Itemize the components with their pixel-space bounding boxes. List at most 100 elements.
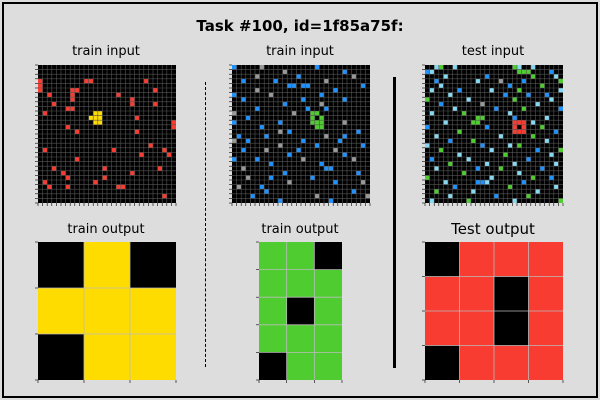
grid-cell [425, 175, 430, 180]
grid-cell [434, 166, 439, 171]
grid-cell [461, 111, 467, 116]
grid-cell [324, 134, 329, 139]
grid-cell [51, 101, 57, 107]
grid-cell [517, 65, 522, 70]
grid-cell [171, 124, 176, 130]
grid-cell [540, 124, 545, 130]
grid-cell [521, 78, 527, 84]
grid-cell [241, 147, 246, 153]
grid-cell [120, 184, 126, 190]
grid-cell [425, 311, 460, 346]
grid-cell [457, 152, 462, 157]
grid-cell [342, 134, 347, 139]
grid-cell [314, 324, 342, 353]
grid-cell [116, 184, 121, 190]
grid-cell [549, 97, 554, 102]
grid-cell [356, 129, 361, 134]
grid-cell [250, 193, 255, 199]
grid-cell [264, 189, 269, 194]
grid-cell [310, 115, 315, 121]
grid-cell [310, 120, 315, 125]
grid-cell [241, 78, 246, 84]
grid-cell [38, 83, 43, 88]
grid-cell [74, 157, 80, 162]
grid-cell [459, 276, 494, 311]
grid-cell [232, 120, 237, 125]
grid-cell [549, 175, 554, 180]
grid-cell [471, 120, 476, 125]
grid-cell [526, 92, 531, 98]
grid-cell [466, 97, 471, 102]
grid-cell [512, 129, 517, 134]
grid-cell [528, 242, 563, 277]
grid-cell [286, 324, 315, 353]
grid-cell [70, 97, 75, 102]
grid-cell [438, 147, 444, 153]
grid-cell [65, 175, 71, 180]
grid-cell [130, 170, 135, 176]
grid-cell [452, 184, 458, 190]
grid-cell [296, 147, 301, 153]
grid-cell [287, 129, 292, 134]
grid-cell [236, 184, 242, 190]
grid-cell [461, 170, 467, 176]
grid-cell [535, 101, 540, 107]
grid-cell [314, 269, 342, 298]
grid-cell [494, 106, 499, 111]
grid-cell [558, 78, 563, 84]
grid-cell [512, 161, 517, 167]
grid-cell [305, 83, 311, 88]
grid-cell [84, 242, 130, 288]
panel-label-train-input-1: train input [72, 44, 140, 59]
grid-cell [360, 180, 366, 185]
grid-cell [498, 134, 504, 139]
grid-cell [480, 115, 485, 121]
grid-cell [530, 175, 536, 180]
grid-cell [232, 111, 237, 116]
grid-cell [512, 65, 517, 70]
grid-cell [259, 297, 287, 325]
grid-cell [42, 111, 48, 116]
grid-cell [301, 157, 306, 162]
grid-cell [148, 143, 153, 148]
grid-cell [429, 157, 435, 162]
grid-cell [512, 124, 517, 130]
grid-cell [310, 175, 315, 180]
grid-cell [162, 193, 167, 199]
grid-cell [319, 161, 324, 167]
grid-cell [530, 134, 536, 139]
grid-cell [333, 180, 338, 185]
grid-cell [324, 78, 329, 84]
grid-cell [38, 78, 43, 84]
grid-cell [429, 69, 435, 75]
grid-cell [245, 138, 251, 144]
grid-test-output [422, 241, 564, 383]
grid-cell [459, 242, 494, 277]
grid-cell [291, 111, 297, 116]
grid-cell [517, 129, 522, 134]
grid-cell [38, 288, 84, 334]
grid-cell [480, 143, 485, 148]
grid-cell [558, 88, 563, 93]
grid-cell [241, 97, 246, 102]
grid-cell [84, 334, 130, 380]
grid-cell [255, 88, 260, 93]
grid-cell [448, 193, 453, 199]
grid-cell [540, 166, 545, 171]
grid-cell [319, 115, 324, 121]
grid-cell [475, 166, 481, 171]
grid-cell [480, 180, 485, 185]
grid-cell [171, 120, 176, 125]
grid-cell [521, 124, 527, 130]
grid-cell [530, 120, 536, 125]
grid-cell [365, 193, 370, 199]
grid-cell [286, 242, 315, 270]
grid-cell [526, 157, 531, 162]
grid-cell [443, 180, 448, 185]
dashed-separator [205, 82, 206, 367]
grid-cell [429, 111, 435, 116]
grid-cell [328, 198, 334, 203]
grid-cell [38, 88, 43, 93]
grid-cell [558, 147, 563, 153]
grid-cell [70, 92, 75, 98]
